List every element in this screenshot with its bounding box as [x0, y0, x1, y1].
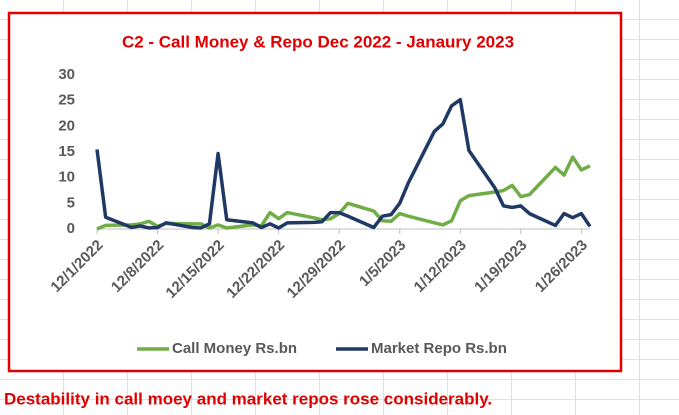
series-line [95, 97, 592, 230]
series-line [96, 155, 591, 231]
y-tick-label: 5 [67, 194, 75, 211]
y-tick-label: 25 [58, 92, 75, 109]
y-tick-label: 10 [58, 169, 75, 186]
y-tick-label: 20 [58, 117, 75, 134]
chart-title: C2 - Call Money & Repo Dec 2022 - Janaur… [122, 32, 514, 51]
y-tick-label: 30 [58, 66, 75, 83]
y-tick-label: 0 [67, 220, 75, 237]
legend-label: Market Repo Rs.bn [371, 340, 507, 357]
legend-label: Call Money Rs.bn [172, 340, 297, 357]
y-tick-label: 15 [58, 143, 75, 160]
annotation: Destability in call moey and market repo… [4, 389, 492, 408]
